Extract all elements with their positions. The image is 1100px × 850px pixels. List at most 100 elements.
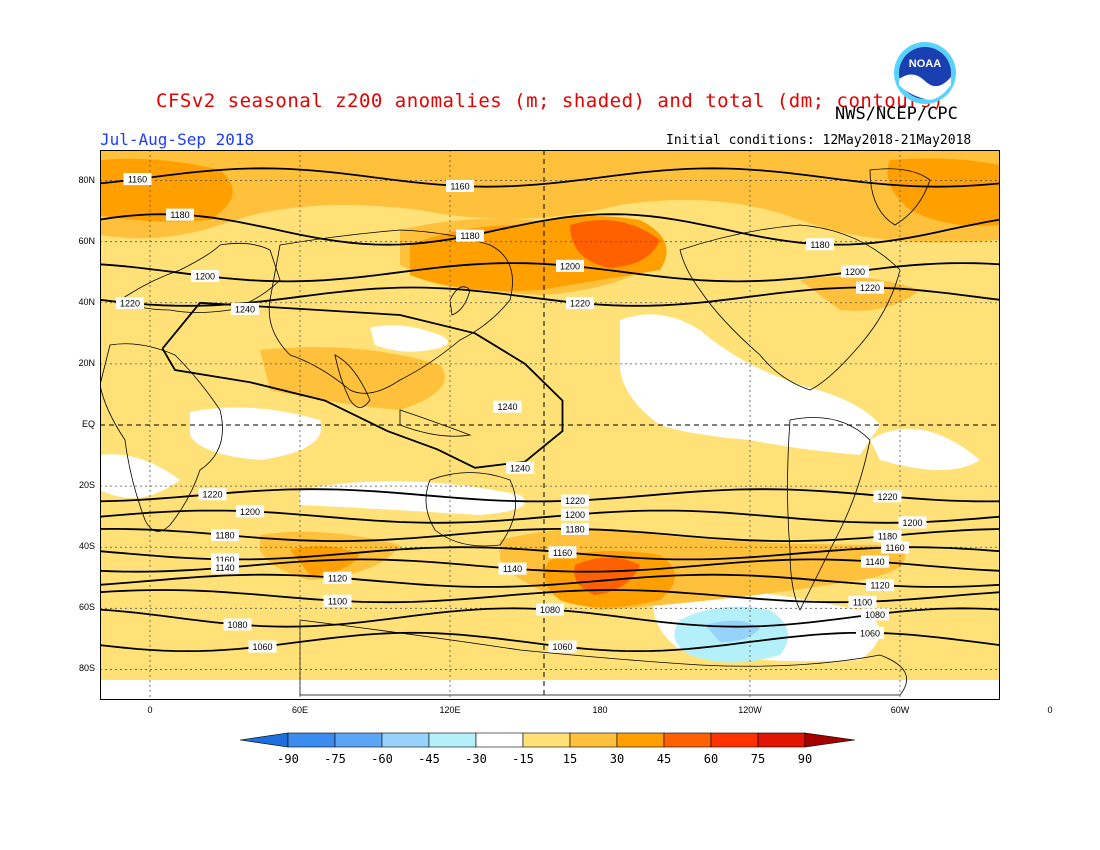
legend-tick-label: 60 <box>704 752 718 766</box>
contour-label: 1200 <box>556 259 584 272</box>
shade-white-satl <box>870 428 980 470</box>
color-legend: -90 -75 -60 -45 -30 -15 15 30 45 60 75 90 <box>240 732 856 766</box>
lon-tick-label: 0 <box>1047 705 1053 715</box>
legend-swatch <box>663 732 712 748</box>
legend-swatch <box>522 732 571 748</box>
legend-tick-label: -45 <box>418 752 440 766</box>
contour-label: 1100 <box>323 594 352 607</box>
svg-text:1180: 1180 <box>215 531 234 541</box>
contour-label: 1220 <box>873 490 902 503</box>
lat-tick-label: 40N <box>78 296 95 307</box>
svg-text:1080: 1080 <box>227 620 247 630</box>
contour-line <box>100 213 1000 246</box>
contour-label: 1200 <box>561 508 589 521</box>
contour-label: 1220 <box>566 297 594 310</box>
legend-swatch <box>287 732 336 748</box>
svg-text:1140: 1140 <box>503 564 522 574</box>
svg-text:1100: 1100 <box>328 596 347 606</box>
shade-orange-arctic <box>100 150 1000 243</box>
shade-white-eq-pacific <box>620 314 880 455</box>
org-label: NWS/NCEP/CPC <box>835 104 958 124</box>
svg-text:1220: 1220 <box>570 299 590 309</box>
contour-label: 1180 <box>806 238 834 251</box>
svg-text:1140: 1140 <box>865 557 884 567</box>
svg-text:1220: 1220 <box>877 492 897 502</box>
contour-label: 1240 <box>231 302 259 315</box>
contour-label: 1140 <box>861 555 889 568</box>
svg-text:1140: 1140 <box>215 563 234 573</box>
contour-label: 1240 <box>493 400 522 413</box>
svg-text:1160: 1160 <box>553 548 572 558</box>
lat-tick-label: 80S <box>78 663 95 674</box>
contour-label: 1200 <box>236 505 264 518</box>
svg-text:1080: 1080 <box>865 610 885 620</box>
legend-tick-label: -30 <box>465 752 487 766</box>
svg-text:1080: 1080 <box>540 605 560 615</box>
coast-africa <box>100 343 223 532</box>
coast-south-america <box>787 417 871 611</box>
svg-text:1220: 1220 <box>860 283 880 293</box>
coast-antarctica <box>299 619 908 696</box>
contour-line <box>100 167 1000 188</box>
svg-text:1060: 1060 <box>552 642 572 652</box>
coast-australia <box>425 472 516 547</box>
contour-line <box>100 527 1000 543</box>
contour-label: 1060 <box>248 640 277 653</box>
contour-label: 1060 <box>856 626 884 639</box>
contour-line <box>100 488 1000 503</box>
contour-label: 1140 <box>498 562 527 575</box>
coast-north-america <box>679 224 901 391</box>
contour-label: 1120 <box>866 579 894 592</box>
svg-text:1160: 1160 <box>215 555 234 565</box>
lat-tick-label: EQ <box>81 419 95 429</box>
svg-text:1180: 1180 <box>460 231 479 241</box>
contour-label: 1160 <box>446 179 474 192</box>
coast-greenland <box>869 168 931 226</box>
svg-text:1060: 1060 <box>252 642 272 652</box>
legend-swatch <box>710 732 759 748</box>
contour-label: 1200 <box>841 265 869 278</box>
svg-text:1240: 1240 <box>235 304 255 314</box>
legend-swatch <box>428 732 477 748</box>
noaa-logo-icon: NOAA <box>894 42 956 104</box>
contour-label: 1180 <box>166 208 194 221</box>
lon-tick-label: 60W <box>890 705 910 715</box>
legend-tick-label: -15 <box>512 752 534 766</box>
svg-text:1200: 1200 <box>845 267 865 277</box>
svg-text:1160: 1160 <box>128 175 147 185</box>
contour-label: 1220 <box>856 281 884 294</box>
svg-text:1240: 1240 <box>497 402 517 412</box>
lon-tick-label: 0 <box>147 705 153 715</box>
contour-label: 1060 <box>548 640 577 653</box>
contour-label: 1200 <box>191 269 219 282</box>
coast-europe <box>119 242 281 313</box>
svg-text:1100: 1100 <box>853 597 872 607</box>
contour-line <box>100 558 1000 573</box>
lat-tick-label: 20N <box>78 357 95 368</box>
contour-label: 1080 <box>223 618 252 631</box>
lon-tick-label: 180 <box>592 705 608 715</box>
legend-tick-label: 15 <box>563 752 577 766</box>
svg-text:1180: 1180 <box>878 532 897 542</box>
contour-label: 1200 <box>898 516 927 529</box>
legend-tick-label: 75 <box>751 752 765 766</box>
lat-tick-label: 60N <box>78 235 95 246</box>
legend-tick-label: -75 <box>324 752 346 766</box>
contour-label: 1180 <box>561 522 589 535</box>
legend-swatch <box>804 732 856 748</box>
legend-swatch <box>475 732 524 748</box>
contour-label: 1080 <box>536 603 564 616</box>
shade-white-sindian <box>190 407 322 460</box>
season-label: Jul-Aug-Sep 2018 <box>100 130 255 149</box>
legend-tick-label: 30 <box>610 752 624 766</box>
lon-tick-label: 120E <box>439 705 461 715</box>
svg-text:1220: 1220 <box>120 299 140 309</box>
contour-label: 1120 <box>323 571 352 584</box>
svg-text:1160: 1160 <box>885 543 904 553</box>
map-frame <box>100 150 1000 700</box>
svg-text:1200: 1200 <box>565 510 585 520</box>
contour-label: 1220 <box>198 488 227 501</box>
map-title: CFSv2 seasonal z200 anomalies (m; shaded… <box>156 90 944 112</box>
contour-label: 1080 <box>861 608 889 621</box>
